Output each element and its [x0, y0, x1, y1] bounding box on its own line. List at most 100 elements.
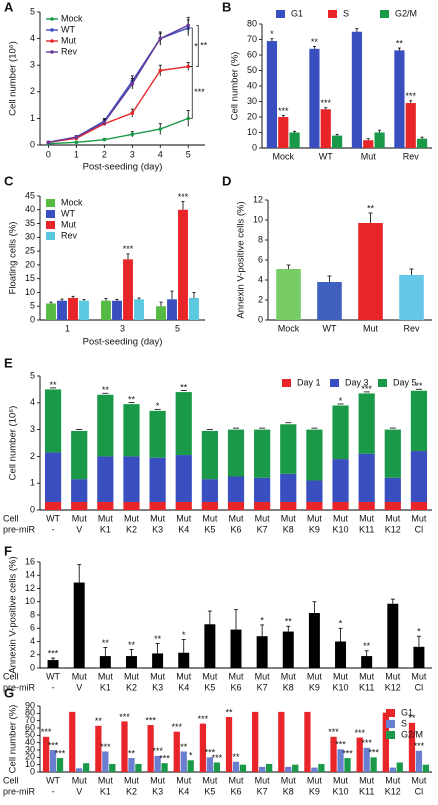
y-tick-label: 70	[25, 715, 35, 725]
point	[186, 116, 191, 121]
bar	[95, 725, 102, 772]
legend-marker	[50, 17, 54, 21]
x-tick-label: Mut	[359, 775, 375, 785]
x-tick-sublabel: -	[52, 786, 55, 796]
significance: ***	[178, 192, 189, 202]
y-tick-label: 6	[30, 623, 35, 633]
bar	[394, 50, 405, 148]
bar	[405, 103, 416, 148]
y-tick-label: 6	[258, 254, 263, 264]
significance: **	[102, 385, 110, 395]
bar-segment	[44, 452, 62, 502]
bracket-label: ***	[194, 87, 205, 97]
y-tick-label: 25	[25, 245, 35, 255]
bar	[308, 613, 320, 668]
bar	[121, 721, 128, 772]
y-tick-label: 35	[25, 218, 35, 228]
y-tick-label: 5	[30, 6, 35, 16]
y-tick-label: 90	[25, 700, 35, 710]
legend-label: G1	[291, 8, 303, 18]
bar	[178, 652, 190, 668]
x-tick-sublabel: K12	[385, 786, 401, 796]
x-tick-label: 3	[120, 323, 125, 333]
bar	[167, 299, 177, 320]
row-label: Cell	[3, 775, 19, 785]
bar	[152, 653, 164, 668]
bar-segment	[410, 451, 428, 502]
y-tick-label: 60	[25, 722, 35, 732]
bar	[232, 761, 240, 772]
x-tick-label: Mut	[281, 775, 297, 785]
y-tick-label: 0	[258, 314, 263, 324]
bar	[123, 259, 133, 320]
x-tick-label: Mut	[124, 513, 140, 523]
x-tick-label: Mut	[411, 671, 427, 681]
bar-segment	[410, 390, 428, 452]
x-tick-sublabel: K7	[257, 786, 268, 796]
bar	[147, 725, 154, 772]
point	[130, 111, 135, 115]
x-tick-label: Mut	[411, 513, 427, 523]
x-tick-label: Mut	[176, 671, 192, 681]
y-tick-label: 4	[30, 33, 35, 43]
x-tick-label: 0	[46, 149, 51, 159]
x-tick-sublabel: K10	[333, 682, 349, 692]
x-tick-sublabel: K3	[152, 682, 163, 692]
x-tick-label: Mut	[255, 671, 271, 681]
x-tick-sublabel: K6	[230, 786, 241, 796]
bar	[68, 297, 78, 320]
y-axis-title: Cell number (10⁶)	[8, 41, 19, 116]
x-tick-sublabel: K6	[230, 524, 241, 534]
bar	[311, 767, 318, 772]
significance: ***	[212, 753, 223, 763]
x-tick-label: Mut	[255, 775, 271, 785]
y-tick-label: 0	[30, 139, 35, 149]
x-tick-label: Mut	[385, 671, 401, 681]
bar-segment	[358, 453, 375, 502]
bar	[109, 763, 116, 772]
y-tick-label: 10	[253, 214, 263, 224]
bar	[318, 763, 325, 772]
y-tick-label: 20	[25, 752, 35, 762]
bar	[56, 758, 64, 772]
x-tick-label: Mut	[98, 775, 114, 785]
y-tick-label: 4	[30, 397, 35, 407]
significance: **	[180, 382, 188, 392]
x-tick-sublabel: -	[52, 524, 55, 534]
x-tick-label: WT	[46, 671, 60, 681]
bracket-label: **	[200, 40, 208, 50]
bar-segment	[306, 480, 323, 502]
significance: *	[182, 630, 186, 640]
legend-label: Rev	[61, 46, 78, 56]
bar-segment	[332, 459, 349, 502]
significance: ***	[328, 727, 339, 737]
x-tick-label: Mut	[333, 671, 349, 681]
bar	[309, 48, 320, 148]
bar-segment	[254, 477, 271, 502]
bracket	[190, 66, 193, 119]
y-tick-label: 70	[247, 34, 257, 44]
y-tick-label: 50	[247, 65, 257, 75]
y-tick-label: 60	[247, 49, 257, 59]
bar-segment	[227, 501, 245, 510]
significance: *	[260, 615, 264, 625]
y-tick-label: 10	[25, 759, 35, 769]
bar-segment	[123, 404, 140, 457]
bar-segment	[123, 501, 140, 510]
bar	[161, 763, 168, 772]
significance: **	[102, 638, 110, 648]
y-tick-label: 0	[30, 766, 35, 776]
legend-label: G2/M	[395, 8, 417, 18]
significance: **	[415, 381, 423, 391]
x-tick-label: Mut	[72, 671, 88, 681]
y-tick-label: 30	[25, 744, 35, 754]
bracket-label: *	[194, 42, 198, 52]
x-tick-label: Mut	[124, 775, 140, 785]
bar	[46, 303, 56, 320]
bar-segment	[97, 394, 114, 457]
bar	[154, 755, 161, 772]
bar-segment	[44, 389, 62, 453]
x-tick-label: Mut	[98, 513, 114, 523]
bar	[225, 717, 233, 772]
x-tick-sublabel: K10	[333, 524, 349, 534]
